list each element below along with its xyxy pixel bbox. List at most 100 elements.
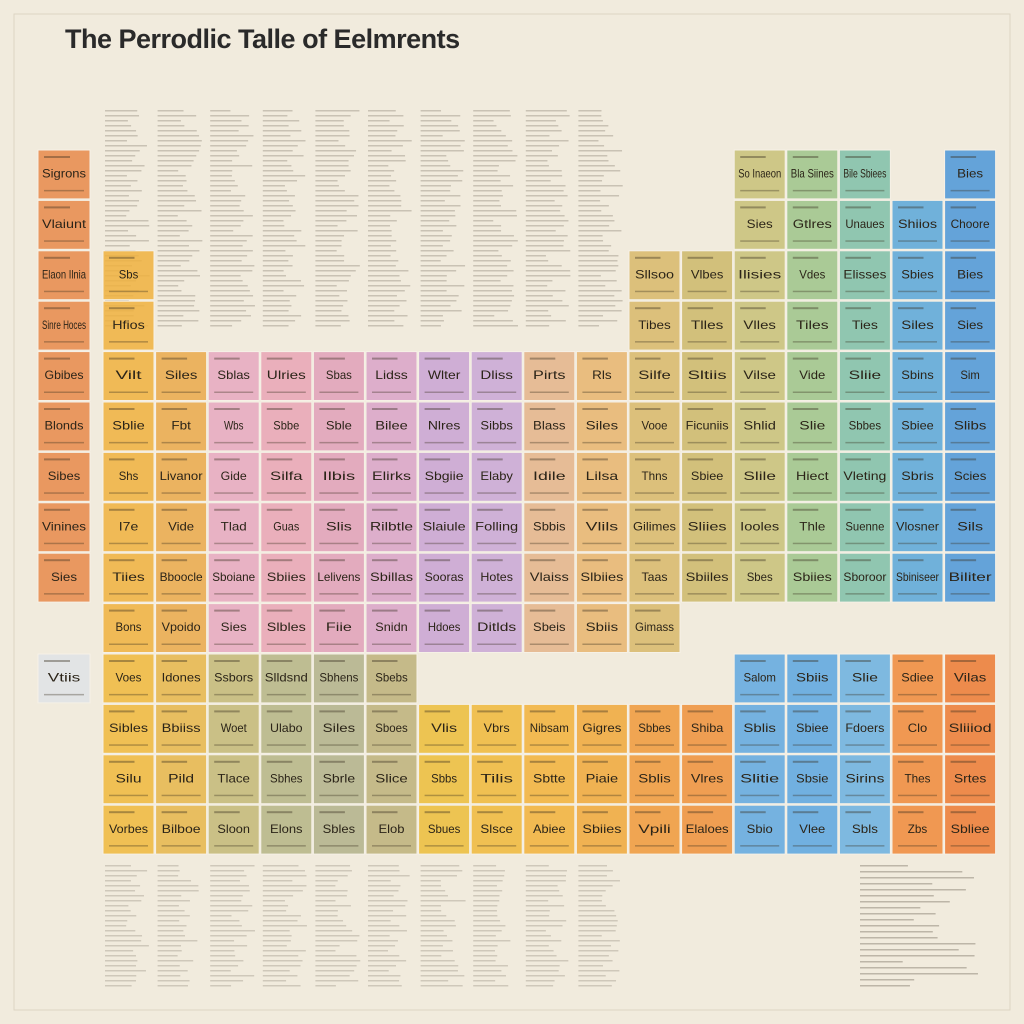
decoration — [424, 357, 451, 360]
decoration — [44, 307, 70, 310]
decoration — [473, 295, 515, 297]
decoration — [262, 920, 298, 922]
cell-label: Sigrons — [42, 167, 86, 181]
decoration — [210, 940, 235, 942]
decoration — [950, 710, 977, 713]
decoration — [368, 905, 406, 907]
decoration — [44, 693, 84, 696]
decoration — [210, 900, 242, 902]
decoration — [368, 320, 395, 322]
cell — [312, 552, 365, 603]
decoration — [525, 255, 546, 257]
decoration — [262, 315, 302, 317]
decoration — [372, 811, 398, 814]
cell — [575, 603, 628, 653]
decoration — [315, 320, 350, 322]
decoration — [845, 794, 885, 797]
decoration — [368, 880, 391, 882]
decoration — [477, 794, 517, 797]
decoration — [262, 195, 295, 197]
decoration — [315, 285, 337, 287]
decoration — [368, 250, 397, 252]
decoration — [845, 341, 885, 343]
decoration — [315, 885, 336, 887]
cell — [418, 552, 471, 603]
decoration — [262, 310, 289, 312]
decoration — [315, 270, 356, 272]
decoration — [109, 492, 148, 494]
decoration — [525, 970, 559, 972]
cell-label: Sliies — [688, 519, 727, 533]
decoration — [473, 170, 498, 172]
cell — [102, 653, 155, 704]
decoration — [368, 195, 401, 197]
decoration — [315, 210, 347, 212]
cell — [944, 703, 997, 754]
decoration — [368, 170, 395, 172]
cell-label: Ulabo — [270, 721, 303, 735]
cell-label: Biliter — [949, 570, 992, 584]
decoration — [473, 225, 502, 227]
decoration — [477, 542, 517, 545]
cell-label: Pirts — [533, 368, 566, 382]
decoration — [525, 150, 552, 152]
decoration — [105, 935, 143, 937]
decoration — [420, 270, 457, 272]
decoration — [315, 945, 340, 947]
cell — [628, 703, 681, 754]
cell-label: Sbiee — [796, 721, 829, 735]
cell-label: Blass — [533, 419, 566, 433]
cell-label: Hfios — [112, 318, 145, 332]
cell-label: Sltiis — [688, 368, 727, 382]
decoration — [898, 357, 924, 360]
decoration — [262, 940, 291, 942]
cell-label: Bile Sbiees — [843, 167, 886, 181]
decoration — [420, 125, 459, 127]
decoration — [740, 189, 780, 192]
decoration — [368, 935, 390, 937]
decoration — [157, 325, 182, 327]
decoration — [319, 760, 345, 763]
cell — [681, 703, 734, 754]
decoration — [262, 215, 292, 217]
decoration — [898, 256, 924, 259]
decoration — [315, 150, 357, 152]
decoration — [315, 305, 344, 307]
decoration — [210, 315, 251, 317]
decoration — [105, 985, 132, 987]
decoration — [578, 125, 609, 127]
decoration — [420, 135, 443, 137]
cell-label: Suenne — [845, 519, 884, 533]
cell-label: Iooles — [740, 519, 779, 533]
decoration — [262, 275, 286, 277]
decoration — [262, 230, 302, 232]
decoration — [157, 155, 197, 157]
decoration — [529, 508, 556, 511]
cell-label: Ilisies — [738, 267, 781, 281]
decoration — [792, 811, 819, 814]
cell-label: Sbes — [747, 570, 773, 584]
decoration — [262, 245, 306, 247]
decoration — [266, 408, 293, 410]
cell — [681, 300, 734, 351]
cell-label: Siles — [901, 318, 934, 332]
decoration — [368, 965, 396, 967]
decoration — [157, 145, 201, 147]
cell — [207, 754, 260, 805]
cell-label: Bies — [957, 167, 983, 181]
decoration — [319, 593, 359, 595]
cell — [891, 754, 944, 805]
decoration — [477, 760, 503, 763]
decoration — [262, 270, 284, 272]
decoration — [105, 200, 140, 202]
decoration — [157, 920, 180, 922]
decoration — [635, 643, 674, 645]
decoration — [157, 980, 190, 982]
decoration — [635, 357, 661, 360]
cell — [891, 703, 944, 754]
decoration — [845, 290, 885, 293]
decoration — [157, 265, 181, 267]
decoration — [44, 542, 84, 545]
cell — [102, 502, 155, 553]
decoration — [372, 794, 411, 797]
